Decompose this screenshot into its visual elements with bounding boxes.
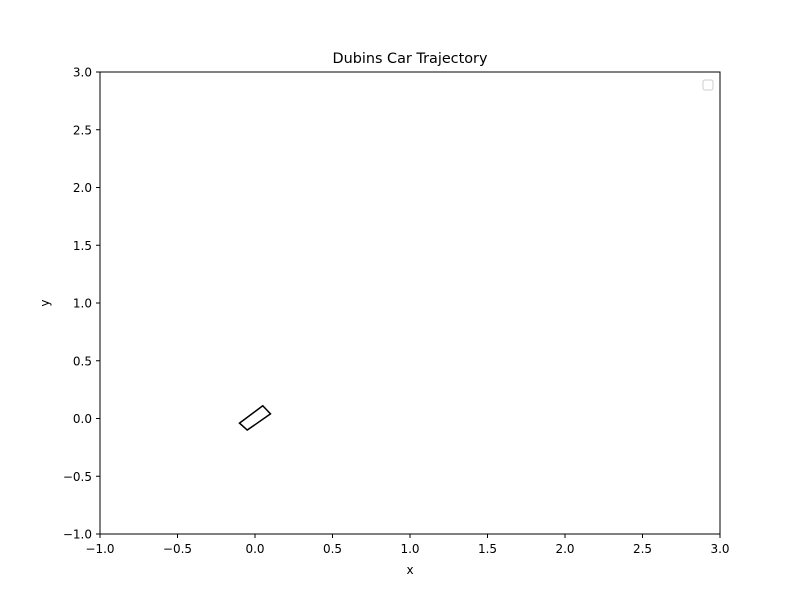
x-tick-label: 0.5 (323, 542, 342, 556)
x-axis-label: x (406, 563, 413, 577)
y-tick-label: 1.0 (73, 297, 92, 311)
y-tick-label: −1.0 (63, 528, 92, 542)
car-outline-series (238, 404, 272, 432)
x-axis: −1.0 −0.5 0.0 0.5 1.0 1.5 2.0 2.5 3.0 (85, 534, 730, 556)
y-tick-label: 1.5 (73, 239, 92, 253)
chart-title: Dubins Car Trajectory (333, 51, 488, 67)
y-tick-label: 0.0 (73, 412, 92, 426)
y-tick-label: −0.5 (63, 470, 92, 484)
x-tick-label: 1.0 (400, 542, 419, 556)
x-tick-label: −1.0 (85, 542, 114, 556)
y-tick-label: 2.0 (73, 181, 92, 195)
y-tick-label: 0.5 (73, 354, 92, 368)
legend-box (702, 79, 714, 91)
x-tick-label: 0.0 (245, 542, 264, 556)
x-tick-label: 3.0 (710, 542, 729, 556)
y-axis-label: y (38, 299, 52, 306)
plot-frame (99, 71, 721, 535)
x-tick-label: 2.5 (633, 542, 652, 556)
y-tick-label: 2.5 (73, 123, 92, 137)
x-tick-label: 1.5 (478, 542, 497, 556)
y-tick-label: 3.0 (73, 66, 92, 80)
series-layer (238, 404, 272, 432)
x-tick-label: 2.0 (555, 542, 574, 556)
y-axis: −1.0 −0.5 0.0 0.5 1.0 1.5 2.0 2.5 3.0 (63, 66, 100, 542)
x-tick-label: −0.5 (163, 542, 192, 556)
